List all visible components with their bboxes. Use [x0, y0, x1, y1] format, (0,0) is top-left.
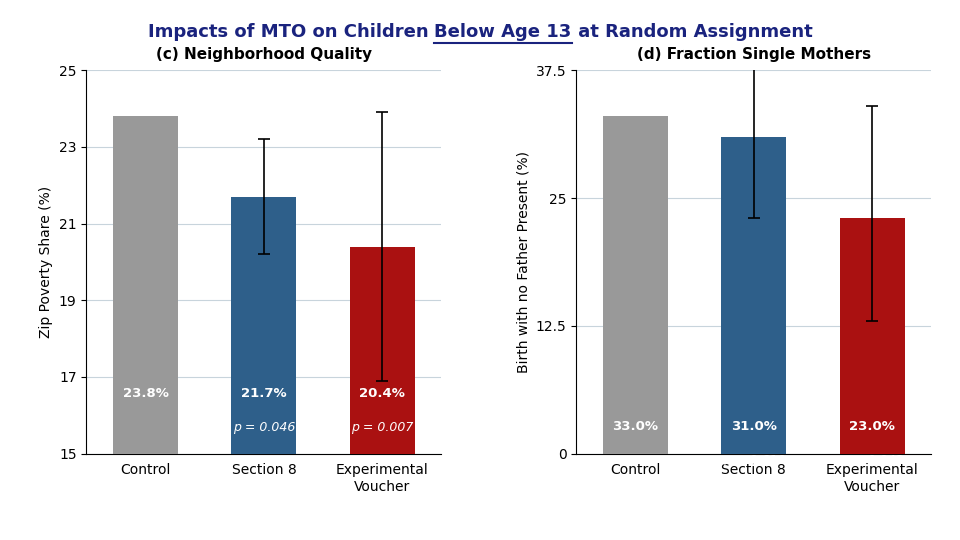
Text: p = 0.042: p = 0.042 — [841, 454, 903, 467]
Title: (c) Neighborhood Quality: (c) Neighborhood Quality — [156, 47, 372, 62]
Text: 23.8%: 23.8% — [123, 387, 169, 400]
Text: 20.4%: 20.4% — [359, 387, 405, 400]
Bar — [231, 197, 297, 540]
Bar — [349, 247, 415, 540]
Text: 21.7%: 21.7% — [241, 387, 287, 400]
Text: at Random Assignment: at Random Assignment — [572, 23, 812, 41]
Bar — [113, 116, 179, 540]
Text: 23.0%: 23.0% — [849, 420, 895, 433]
Bar — [839, 219, 904, 454]
Text: p = 0.610: p = 0.610 — [723, 454, 785, 467]
Title: (d) Fraction Single Mothers: (d) Fraction Single Mothers — [636, 47, 871, 62]
Bar — [721, 137, 786, 454]
Text: p = 0.046: p = 0.046 — [232, 421, 295, 434]
Y-axis label: Zip Poverty Share (%): Zip Poverty Share (%) — [39, 186, 54, 338]
Text: Below Age 13: Below Age 13 — [435, 23, 572, 41]
Text: Impacts of MTO on Children: Impacts of MTO on Children — [148, 23, 435, 41]
Bar — [603, 116, 668, 454]
Y-axis label: Birth with no Father Present (%): Birth with no Father Present (%) — [516, 151, 530, 373]
Text: 33.0%: 33.0% — [612, 420, 659, 433]
Text: 31.0%: 31.0% — [731, 420, 777, 433]
Text: p = 0.007: p = 0.007 — [351, 421, 414, 434]
